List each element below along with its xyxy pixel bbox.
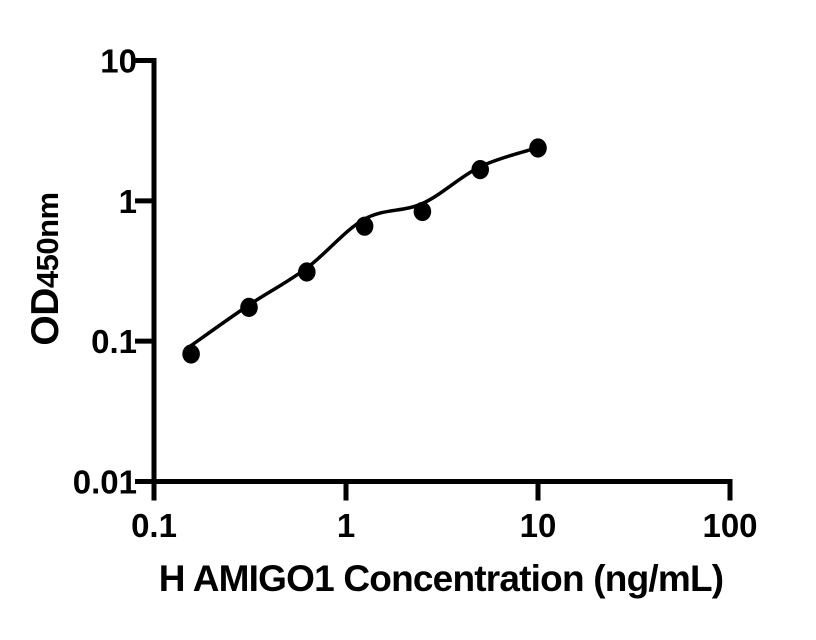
data-point-marker xyxy=(471,160,490,180)
x-axis-title: H AMIGO1 Concentration (ng/mL) xyxy=(158,558,724,599)
fit-curve-line xyxy=(189,145,540,348)
x-tick-label: 1 xyxy=(337,507,355,544)
x-tick-label: 100 xyxy=(702,507,757,544)
data-point-marker xyxy=(182,344,200,364)
y-tick-label: 0.01 xyxy=(73,464,137,501)
data-point-marker xyxy=(298,262,316,282)
y-axis-title: OD450nm xyxy=(24,192,68,345)
x-tick-label: 0.1 xyxy=(131,507,177,544)
y-tick-label: 10 xyxy=(100,43,137,80)
data-point-marker xyxy=(413,201,432,222)
data-point-marker xyxy=(355,216,374,236)
y-tick-label: 0.1 xyxy=(91,323,137,360)
y-tick-label: 1 xyxy=(119,183,137,220)
x-tick-label: 10 xyxy=(520,507,557,544)
data-point-marker xyxy=(240,297,258,317)
y-axis-title-main: OD xyxy=(24,288,67,346)
data-point-marker xyxy=(529,138,547,158)
y-axis-title-sub: 450nm xyxy=(30,192,65,289)
